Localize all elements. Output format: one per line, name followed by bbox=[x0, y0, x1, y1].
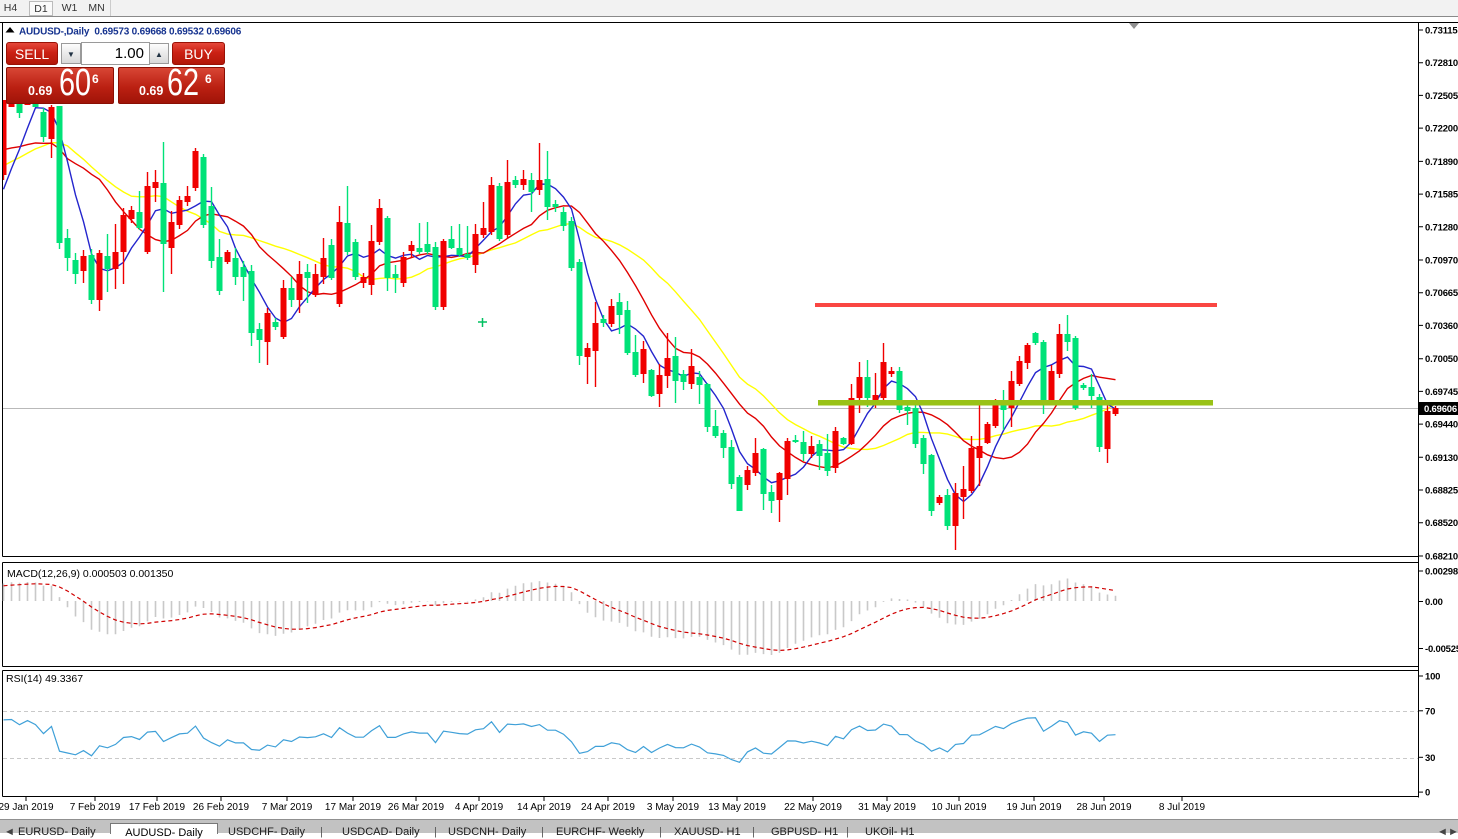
svg-text:0.69440: 0.69440 bbox=[1425, 420, 1458, 431]
svg-text:RSI(14) 49.3367: RSI(14) 49.3367 bbox=[6, 673, 83, 685]
svg-text:26 Feb 2019: 26 Feb 2019 bbox=[193, 802, 250, 813]
svg-text:3 May 2019: 3 May 2019 bbox=[647, 802, 700, 813]
svg-text:0.72810: 0.72810 bbox=[1425, 58, 1458, 69]
svg-text:0.002984: 0.002984 bbox=[1425, 567, 1458, 578]
svg-text:0.68825: 0.68825 bbox=[1425, 486, 1458, 497]
svg-text:0.71585: 0.71585 bbox=[1425, 190, 1458, 201]
svg-text:0.69745: 0.69745 bbox=[1425, 387, 1458, 398]
svg-text:31 May 2019: 31 May 2019 bbox=[858, 802, 916, 813]
svg-text:0: 0 bbox=[1425, 788, 1430, 799]
svg-text:0.69606: 0.69606 bbox=[1424, 404, 1457, 415]
svg-text:0.73115: 0.73115 bbox=[1425, 26, 1458, 37]
svg-text:0.71280: 0.71280 bbox=[1425, 222, 1458, 233]
svg-text:0.68520: 0.68520 bbox=[1425, 518, 1458, 529]
svg-text:10 Jun 2019: 10 Jun 2019 bbox=[931, 802, 986, 813]
svg-text:0.70360: 0.70360 bbox=[1425, 321, 1458, 332]
svg-text:4 Apr 2019: 4 Apr 2019 bbox=[455, 802, 504, 813]
svg-text:0.70050: 0.70050 bbox=[1425, 354, 1458, 365]
svg-text:7 Mar 2019: 7 Mar 2019 bbox=[262, 802, 313, 813]
svg-text:26 Mar 2019: 26 Mar 2019 bbox=[388, 802, 445, 813]
svg-text:24 Apr 2019: 24 Apr 2019 bbox=[581, 802, 635, 813]
svg-text:AUDUSD-,Daily 0.69573 0.69668: AUDUSD-,Daily 0.69573 0.69668 0.69532 0.… bbox=[19, 27, 242, 38]
svg-text:0.72505: 0.72505 bbox=[1425, 91, 1458, 102]
svg-text:30: 30 bbox=[1425, 753, 1435, 764]
svg-text:100: 100 bbox=[1425, 672, 1440, 683]
svg-text:13 May 2019: 13 May 2019 bbox=[708, 802, 766, 813]
svg-text:0.70665: 0.70665 bbox=[1425, 288, 1458, 299]
svg-text:MACD(12,26,9) 0.000503 0.00135: MACD(12,26,9) 0.000503 0.001350 bbox=[7, 568, 174, 580]
svg-text:0.71890: 0.71890 bbox=[1425, 157, 1458, 168]
svg-text:70: 70 bbox=[1425, 706, 1435, 717]
svg-text:29 Jan 2019: 29 Jan 2019 bbox=[0, 802, 54, 813]
svg-text:7 Feb 2019: 7 Feb 2019 bbox=[70, 802, 121, 813]
svg-text:0.69130: 0.69130 bbox=[1425, 453, 1458, 464]
svg-text:28 Jun 2019: 28 Jun 2019 bbox=[1076, 802, 1131, 813]
svg-text:22 May 2019: 22 May 2019 bbox=[784, 802, 842, 813]
svg-text:17 Feb 2019: 17 Feb 2019 bbox=[129, 802, 186, 813]
svg-text:0.68210: 0.68210 bbox=[1425, 552, 1458, 563]
svg-text:8 Jul 2019: 8 Jul 2019 bbox=[1159, 802, 1206, 813]
svg-text:17 Mar 2019: 17 Mar 2019 bbox=[325, 802, 382, 813]
svg-text:14 Apr 2019: 14 Apr 2019 bbox=[517, 802, 571, 813]
svg-text:0.72200: 0.72200 bbox=[1425, 124, 1458, 135]
svg-text:-0.00525: -0.00525 bbox=[1425, 644, 1458, 655]
svg-text:0.70970: 0.70970 bbox=[1425, 256, 1458, 267]
svg-text:0.00: 0.00 bbox=[1425, 597, 1443, 608]
svg-text:19 Jun 2019: 19 Jun 2019 bbox=[1006, 802, 1061, 813]
